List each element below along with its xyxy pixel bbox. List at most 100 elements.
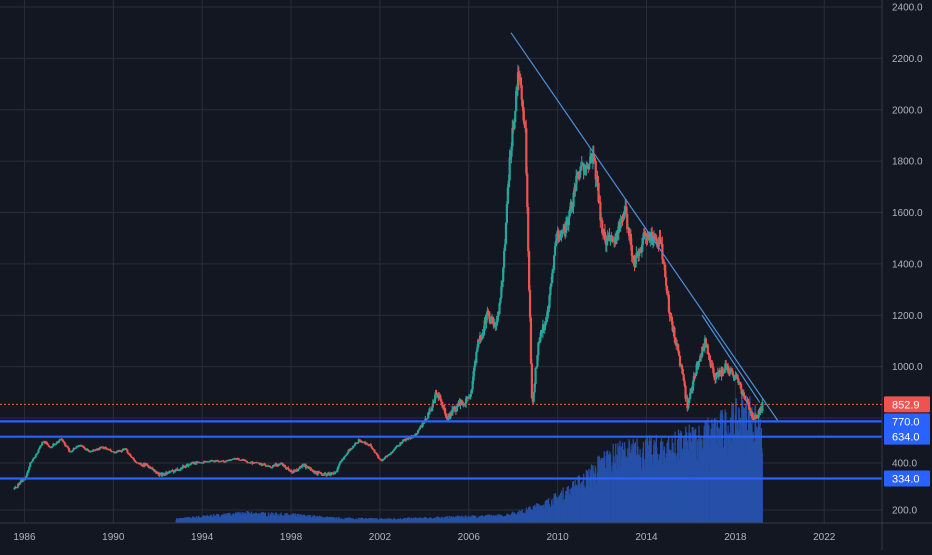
horizontal-levels[interactable] xyxy=(0,420,882,480)
candle-758 xyxy=(715,372,718,384)
candle-body-249 xyxy=(243,459,247,461)
candle-body-788 xyxy=(742,392,745,396)
candle-body-44 xyxy=(54,444,57,446)
candle-body-739 xyxy=(697,361,700,366)
candle-body-302 xyxy=(292,470,296,473)
candle-body-452 xyxy=(431,403,434,408)
candle-389 xyxy=(373,449,376,453)
last-price-badge-text: 852.9 xyxy=(892,399,920,411)
candle-19 xyxy=(30,461,34,463)
candle-body-391 xyxy=(375,452,378,454)
candle-448 xyxy=(428,408,431,416)
candle-body-355 xyxy=(341,459,345,461)
candle-25 xyxy=(36,452,39,455)
candle-body-3 xyxy=(16,486,19,488)
trendline-0[interactable] xyxy=(510,32,779,421)
candle-456 xyxy=(435,389,438,395)
candle-body-292 xyxy=(283,464,286,467)
candle-126 xyxy=(129,454,133,458)
candle-578 xyxy=(548,293,551,313)
candle-body-16 xyxy=(28,466,31,470)
candle-body-721 xyxy=(680,364,683,369)
candle-body-53 xyxy=(62,440,65,443)
candle-6 xyxy=(18,481,22,485)
candle-body-808 xyxy=(761,402,764,412)
candle-4 xyxy=(17,482,20,489)
candle-body-530 xyxy=(503,244,507,251)
candle-121 xyxy=(125,447,128,450)
candle-body-529 xyxy=(503,250,506,268)
candle-body-386 xyxy=(370,446,373,449)
candle-700 xyxy=(661,236,664,264)
candle-body-613 xyxy=(580,164,583,167)
candle-145 xyxy=(147,465,150,468)
candle-body-686 xyxy=(648,233,651,240)
last-price-badge: 852.9 xyxy=(884,396,930,413)
candle-body-564 xyxy=(535,366,538,368)
candle-body-242 xyxy=(237,458,240,460)
y-tick-label-0: 2400.0 xyxy=(892,3,923,14)
candle-174 xyxy=(174,469,177,473)
candle-body-129 xyxy=(132,458,135,460)
candle-body-258 xyxy=(252,462,255,464)
candle-body-544 xyxy=(516,72,520,89)
candle-body-0 xyxy=(13,488,16,490)
candle-body-618 xyxy=(585,165,588,169)
candle-body-9 xyxy=(21,480,24,482)
candle-body-528 xyxy=(502,267,505,282)
candle-29 xyxy=(40,444,43,447)
candle-body-54 xyxy=(63,442,66,444)
candle-body-737 xyxy=(695,364,698,375)
candle-359 xyxy=(345,453,348,456)
candle-body-483 xyxy=(460,400,463,404)
candle-body-392 xyxy=(376,453,379,456)
trendlines[interactable] xyxy=(510,32,779,421)
candle-body-671 xyxy=(634,258,637,268)
candle-body-204 xyxy=(202,462,205,464)
candle-body-557 xyxy=(528,289,532,318)
candle-41 xyxy=(51,445,54,449)
candle-body-730 xyxy=(689,392,692,399)
candle-body-367 xyxy=(353,445,356,447)
candle-body-724 xyxy=(683,380,686,386)
candle-499 xyxy=(475,350,478,364)
candle-body-14 xyxy=(26,472,29,476)
candle-body-448 xyxy=(428,411,431,414)
candle-body-353 xyxy=(340,461,343,463)
candle-body-240 xyxy=(235,458,238,460)
candle-body-600 xyxy=(568,209,571,217)
candle-body-499 xyxy=(475,352,478,364)
candle-body-795 xyxy=(749,408,752,413)
candle-593 xyxy=(562,224,565,234)
candle-body-417 xyxy=(399,442,402,446)
candle-body-511 xyxy=(486,310,489,315)
trendline-1[interactable] xyxy=(701,314,761,403)
candle-661 xyxy=(625,199,628,215)
candle-body-729 xyxy=(688,398,691,403)
candle-body-285 xyxy=(277,465,280,467)
candle-body-494 xyxy=(470,389,473,394)
candle-532 xyxy=(505,200,508,225)
candle-body-357 xyxy=(343,456,347,458)
y-tick-label-5: 1400.0 xyxy=(892,259,923,270)
candle-body-4 xyxy=(17,484,20,487)
candle-541 xyxy=(514,110,517,129)
candle-626 xyxy=(592,145,596,165)
candle-body-352 xyxy=(339,461,342,464)
candle-808 xyxy=(761,398,764,414)
candle-633 xyxy=(599,195,602,228)
candle-508 xyxy=(483,317,486,336)
candle-body-700 xyxy=(661,244,664,260)
candle-body-676 xyxy=(639,249,642,253)
x-tick-label-7: 2014 xyxy=(635,532,658,543)
x-tick-label-9: 2022 xyxy=(813,532,836,543)
candle-body-58 xyxy=(67,446,70,449)
candle-body-237 xyxy=(232,458,235,460)
candlesticks xyxy=(13,64,764,491)
candle-body-6 xyxy=(18,482,22,485)
candle-body-174 xyxy=(174,469,177,472)
candle-body-713 xyxy=(673,327,676,338)
